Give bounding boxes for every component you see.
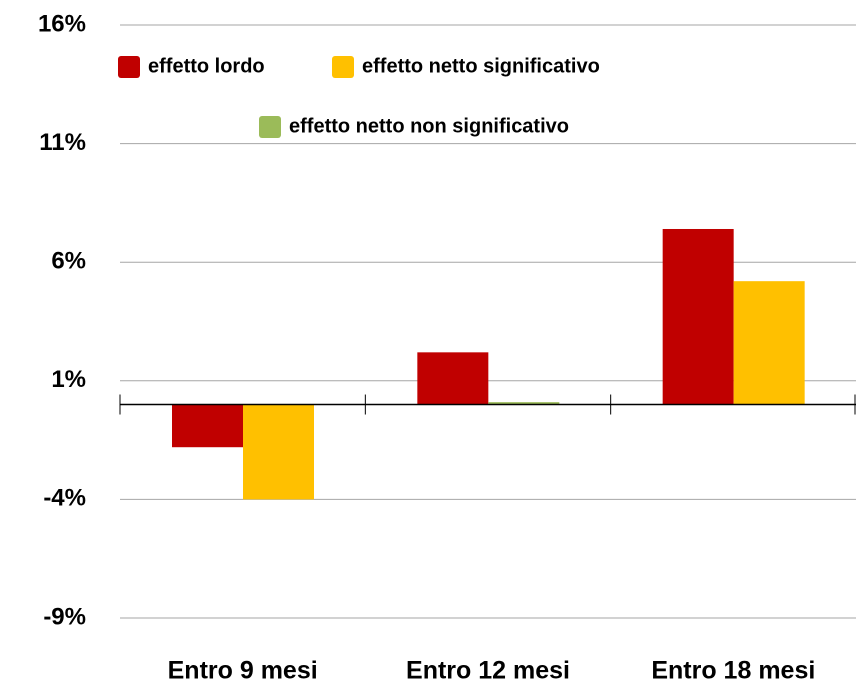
bar (417, 352, 489, 405)
bar (488, 402, 560, 405)
legend-label: effetto netto non significativo (289, 115, 569, 137)
bar (662, 228, 734, 405)
y-tick-label: 11% (39, 129, 86, 156)
legend-swatch (332, 56, 354, 78)
y-tick-label: -4% (43, 485, 86, 512)
x-tick-label: Entro 18 mesi (651, 657, 815, 685)
y-tick-label: -9% (43, 603, 86, 630)
y-tick-label: 6% (51, 248, 86, 275)
x-tick-label: Entro 9 mesi (168, 657, 318, 685)
bar (733, 281, 805, 405)
bar (172, 404, 243, 448)
legend-label: effetto netto significativo (362, 55, 600, 77)
y-tick-label: 16% (38, 10, 86, 37)
x-tick-label: Entro 12 mesi (406, 657, 570, 685)
legend-label: effetto lordo (148, 55, 265, 77)
y-tick-label: 1% (51, 366, 86, 393)
legend-swatch (259, 116, 281, 138)
bar (243, 404, 314, 500)
legend-swatch (118, 56, 140, 78)
